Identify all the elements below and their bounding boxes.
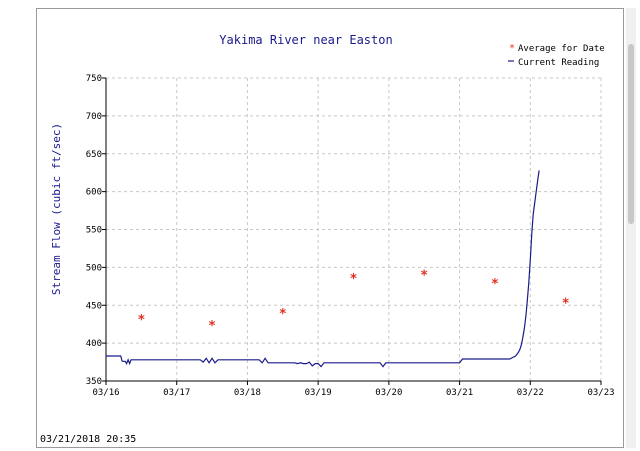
y-tick-label: 500 [86, 263, 102, 273]
x-tick-label: 03/18 [234, 388, 261, 398]
vertical-scrollbar[interactable] [626, 8, 636, 448]
legend-average-marker: * [509, 43, 515, 54]
average-point: * [562, 296, 570, 311]
legend-average-label: Average for Date [518, 44, 605, 54]
y-tick-label: 600 [86, 188, 102, 198]
chart-frame [36, 8, 624, 448]
scrollbar-thumb[interactable] [628, 44, 634, 224]
y-tick-label: 700 [86, 112, 102, 122]
average-point: * [279, 307, 287, 322]
grid [106, 77, 602, 381]
x-tick-label: 03/17 [163, 388, 190, 398]
legend-current-label: Current Reading [518, 58, 599, 68]
y-tick-label: 750 [86, 74, 102, 84]
y-axis-label: Stream Flow (cubic ft/sec) [50, 123, 63, 295]
x-tick-label: 03/22 [517, 388, 544, 398]
y-tick-label: 350 [86, 377, 102, 387]
y-axis-ticks: 350 400 450 500 550 600 650 700 750 [86, 74, 106, 387]
timestamp: 03/21/2018 20:35 [40, 434, 137, 445]
x-tick-label: 03/21 [446, 388, 473, 398]
x-tick-label: 03/23 [587, 388, 614, 398]
x-tick-label: 03/16 [92, 388, 119, 398]
average-point: * [491, 277, 499, 292]
legend: * Average for Date Current Reading [508, 43, 605, 68]
x-tick-label: 03/19 [305, 388, 332, 398]
x-tick-label: 03/20 [375, 388, 402, 398]
x-axis-ticks: 03/16 03/17 03/18 03/19 03/20 03/21 03/22 03/23 [92, 381, 615, 398]
average-point: * [350, 272, 358, 287]
y-tick-label: 450 [86, 301, 102, 311]
average-point: * [137, 313, 145, 328]
average-point: * [420, 268, 428, 283]
y-tick-label: 550 [86, 226, 102, 236]
current-reading-line [106, 170, 540, 368]
y-tick-label: 400 [86, 339, 102, 349]
series-layer: * * * * * * * [106, 170, 570, 368]
y-tick-label: 650 [86, 150, 102, 160]
chart-title: Yakima River near Easton [219, 33, 392, 47]
average-point: * [208, 319, 216, 334]
